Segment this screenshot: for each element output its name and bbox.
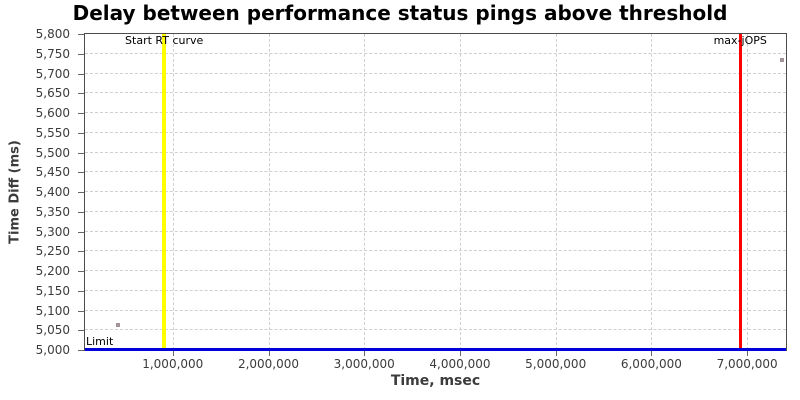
y-tick-label: 5,400 [35, 185, 70, 199]
x-gridline [651, 34, 653, 350]
y-tick-mark [78, 290, 84, 292]
annotation-line-start-rt-curve [162, 34, 167, 350]
x-tick-label: 6,000,000 [620, 357, 682, 371]
x-tick-mark [555, 351, 557, 356]
y-tick-mark [78, 152, 84, 154]
y-gridline [85, 52, 786, 54]
y-tick-mark [78, 34, 84, 35]
y-tick-mark [78, 172, 84, 174]
y-gridline [85, 210, 786, 212]
y-tick-mark [78, 271, 84, 272]
y-gridline [85, 72, 786, 74]
y-gridline [85, 230, 786, 232]
y-gridline [85, 329, 786, 331]
x-gridline [364, 34, 366, 350]
y-tick-mark [78, 132, 84, 134]
y-tick-mark [78, 310, 84, 312]
annotation-label-limit: Limit [86, 335, 114, 348]
y-tick-mark [78, 113, 84, 114]
x-axis-title: Time, msec [390, 373, 481, 389]
plot-area [84, 33, 787, 351]
y-tick-label: 5,150 [35, 283, 70, 298]
x-tick-mark [268, 351, 270, 356]
x-tick-label: 4,000,000 [429, 357, 491, 371]
x-tick-label: 2,000,000 [237, 357, 300, 371]
y-tick-mark [78, 231, 84, 233]
y-tick-mark [78, 93, 84, 95]
y-tick-mark [78, 53, 84, 55]
y-tick-label: 5,700 [35, 66, 70, 81]
y-gridline [85, 131, 786, 133]
y-gridline [85, 151, 786, 153]
x-tick-mark [651, 351, 653, 356]
y-gridline [85, 289, 786, 291]
y-tick-label: 5,100 [35, 303, 70, 318]
y-tick-label: 5,750 [35, 46, 70, 61]
x-tick-mark [747, 351, 749, 356]
y-tick-label: 5,600 [35, 106, 70, 120]
y-gridline [85, 270, 786, 271]
x-gridline [555, 34, 557, 350]
y-tick-label: 5,050 [35, 323, 70, 338]
x-tick-label: 1,000,000 [142, 357, 204, 371]
data-point [116, 323, 121, 328]
y-gridline [85, 112, 786, 113]
x-gridline [459, 34, 461, 350]
annotation-label-start-rt-curve: Start RT curve [125, 34, 204, 47]
y-tick-label: 5,450 [35, 165, 70, 180]
y-gridline [85, 191, 786, 192]
x-tick-mark [364, 351, 366, 356]
y-tick-label: 5,300 [35, 224, 70, 239]
y-tick-label: 5,550 [35, 125, 70, 140]
x-tick-mark [459, 351, 461, 356]
x-gridline [172, 34, 174, 350]
annotation-line-limit [85, 348, 786, 351]
y-tick-label: 5,800 [35, 27, 70, 41]
y-tick-mark [78, 350, 84, 351]
chart-title: Delay between performance status pings a… [72, 1, 728, 25]
x-tick-mark [172, 351, 174, 356]
y-gridline [85, 250, 786, 252]
y-tick-mark [78, 73, 84, 75]
x-tick-label: 7,000,000 [716, 357, 778, 371]
x-tick-label: 3,000,000 [333, 357, 395, 371]
y-tick-label: 5,250 [35, 244, 70, 259]
y-tick-label: 5,500 [35, 145, 70, 160]
y-tick-label: 5,650 [35, 86, 70, 101]
x-gridline [747, 34, 749, 350]
y-tick-mark [78, 211, 84, 213]
data-point [780, 57, 785, 62]
y-gridline [85, 309, 786, 311]
y-tick-label: 5,200 [35, 264, 70, 278]
y-tick-mark [78, 251, 84, 253]
y-tick-label: 5,000 [35, 343, 70, 357]
x-gridline [268, 34, 270, 350]
x-tick-label: 5,000,000 [525, 357, 587, 371]
annotation-label-max-jops: max-jOPS [713, 34, 767, 47]
y-gridline [85, 92, 786, 94]
y-tick-mark [78, 192, 84, 193]
annotation-line-max-jops [738, 34, 742, 350]
y-tick-mark [78, 330, 84, 332]
y-tick-label: 5,350 [35, 204, 70, 219]
y-gridline [85, 171, 786, 173]
